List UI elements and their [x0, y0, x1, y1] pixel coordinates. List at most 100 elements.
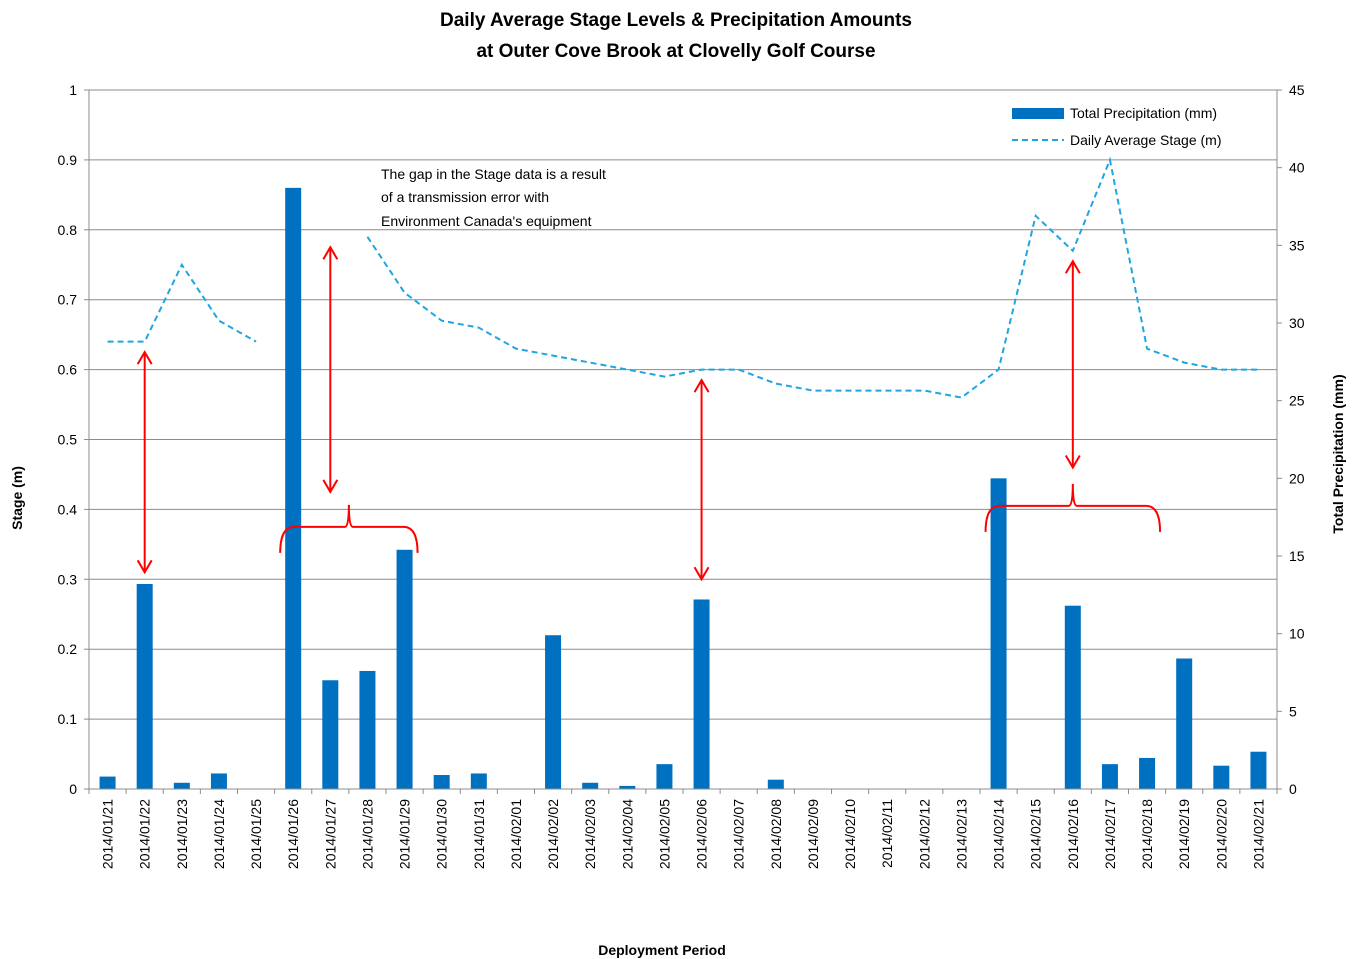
gridlines [89, 89, 1277, 790]
x-tick-label: 2014/02/16 [1065, 799, 1081, 869]
x-tick-label: 2014/02/03 [582, 799, 598, 869]
left-tick-label: 0.8 [58, 222, 78, 238]
x-tick-label: 2014/02/14 [991, 799, 1007, 869]
x-tick-label: 2014/02/12 [916, 799, 932, 869]
precipitation-bar [99, 776, 116, 789]
right-tick-label: 25 [1289, 393, 1305, 409]
left-axis-ticks: 0 0.1 0.2 0.3 0.4 0.5 0.6 0.7 0.8 0.9 1 [58, 82, 89, 797]
x-axis-ticks: 2014/01/21 2014/01/22 2014/01/23 2014/01/24… [88, 789, 1278, 869]
left-tick-label: 0.9 [58, 152, 78, 168]
precipitation-bar [767, 779, 784, 789]
x-tick-label: 2014/02/05 [656, 799, 672, 869]
x-tick-label: 2014/02/01 [508, 799, 524, 869]
legend: Total Precipitation (mm) Daily Average S… [1012, 105, 1221, 148]
x-tick-label: 2014/01/27 [322, 799, 338, 869]
stage-line-segment [107, 262, 257, 343]
left-tick-label: 1 [69, 82, 77, 98]
left-tick-label: 0.2 [58, 641, 78, 657]
precipitation-bar [433, 775, 450, 789]
x-tick-label: 2014/02/09 [805, 799, 821, 869]
precipitation-bar [210, 773, 227, 789]
red-bracket [984, 483, 1162, 532]
x-tick-label: 2014/01/26 [285, 799, 301, 869]
x-axis-title: Deployment Period [598, 942, 726, 958]
x-tick-label: 2014/01/28 [359, 799, 375, 869]
precipitation-bar [136, 583, 153, 789]
x-tick-label: 2014/02/20 [1213, 799, 1229, 869]
precipitation-bar [545, 635, 562, 789]
precipitation-bar [470, 773, 487, 789]
x-tick-label: 2014/01/30 [434, 799, 450, 869]
red-arrow-head-bottom [1064, 454, 1081, 470]
red-arrow-head-top [322, 245, 339, 260]
stage-line-segment [366, 156, 1259, 399]
precipitation-bar [1139, 757, 1156, 789]
precipitation-bar [693, 599, 710, 789]
x-tick-label: 2014/01/22 [137, 799, 153, 869]
gap-note-line3: Environment Canada's equipment [381, 213, 592, 229]
x-tick-label: 2014/01/25 [248, 799, 264, 869]
right-tick-label: 45 [1289, 82, 1305, 98]
y-axis-left-title: Stage (m) [9, 466, 25, 530]
legend-precip-label: Total Precipitation (mm) [1070, 105, 1217, 121]
precipitation-bar [1101, 764, 1118, 789]
gap-note-line1: The gap in the Stage data is a result [381, 166, 606, 182]
x-tick-label: 2014/02/11 [879, 799, 895, 868]
red-arrow-head-top [136, 350, 153, 365]
precipitation-bars [99, 187, 1267, 790]
precipitation-bar [396, 549, 413, 789]
precipitation-bar [322, 680, 339, 789]
left-tick-label: 0.1 [58, 711, 78, 727]
left-tick-label: 0.4 [58, 501, 78, 517]
precipitation-bar [656, 764, 673, 789]
y-axis-right-title: Total Precipitation (mm) [1330, 374, 1346, 533]
right-tick-label: 20 [1289, 470, 1305, 486]
annotation-markers [136, 245, 1162, 582]
red-bracket [279, 504, 419, 553]
left-tick-label: 0.7 [58, 292, 78, 308]
x-tick-label: 2014/02/18 [1139, 799, 1155, 869]
precipitation-bar [359, 670, 376, 789]
legend-stage-label: Daily Average Stage (m) [1070, 132, 1221, 148]
right-axis-ticks: 0 5 10 15 20 25 30 35 40 45 [1277, 82, 1305, 797]
x-tick-label: 2014/02/07 [731, 799, 747, 869]
x-tick-label: 2014/02/15 [1028, 799, 1044, 869]
x-tick-label: 2014/01/31 [471, 799, 487, 869]
right-tick-label: 15 [1289, 548, 1305, 564]
right-tick-label: 40 [1289, 160, 1305, 176]
chart-title-line2: at Outer Cove Brook at Clovelly Golf Cou… [476, 41, 875, 62]
precipitation-bar [1213, 765, 1230, 789]
right-tick-label: 0 [1289, 781, 1297, 797]
x-tick-label: 2014/02/17 [1102, 799, 1118, 869]
x-tick-label: 2014/01/23 [174, 799, 190, 869]
red-arrow-head-bottom [322, 479, 339, 494]
precipitation-bar [1064, 605, 1081, 789]
legend-precip-swatch [1012, 108, 1064, 119]
red-arrow-head-top [693, 378, 710, 393]
right-tick-label: 35 [1289, 237, 1305, 253]
right-tick-label: 5 [1289, 703, 1297, 719]
x-tick-label: 2014/02/08 [768, 799, 784, 869]
right-tick-label: 10 [1289, 626, 1305, 642]
red-arrow-head-bottom [693, 566, 710, 582]
precipitation-bar [990, 478, 1007, 789]
red-arrow-head-top [1064, 259, 1081, 274]
left-tick-label: 0 [69, 781, 77, 797]
gap-note-line2: of a transmission error with [381, 189, 549, 205]
x-tick-label: 2014/01/24 [211, 799, 227, 869]
left-tick-label: 0.5 [58, 432, 78, 448]
x-tick-label: 2014/02/06 [694, 799, 710, 869]
precipitation-bar [619, 785, 636, 789]
precipitation-bar [1176, 658, 1193, 789]
precipitation-bar [1250, 751, 1267, 789]
x-tick-label: 2014/02/04 [619, 799, 635, 869]
x-tick-label: 2014/02/21 [1250, 799, 1266, 869]
precipitation-bar [173, 782, 190, 789]
gap-note: The gap in the Stage data is a result of… [381, 166, 606, 229]
stage-line [107, 156, 1259, 399]
precipitation-bar [582, 782, 599, 789]
x-tick-label: 2014/01/29 [397, 799, 413, 869]
chart-title-line1: Daily Average Stage Levels & Precipitati… [440, 10, 912, 31]
left-tick-label: 0.3 [58, 571, 78, 587]
